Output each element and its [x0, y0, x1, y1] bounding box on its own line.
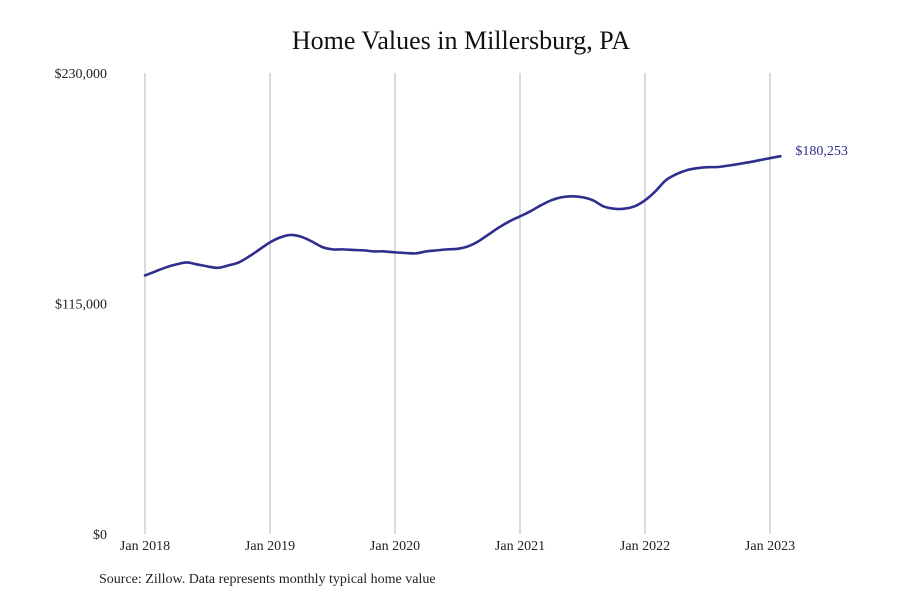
x-tick-label: Jan 2021 [495, 539, 545, 554]
x-tick-label: Jan 2023 [745, 539, 795, 554]
end-value-label: $180,253 [795, 144, 848, 159]
y-tick-label: $0 [93, 528, 107, 543]
chart-title: Home Values in Millersburg, PA [291, 26, 631, 55]
axis-labels: Jan 2018 Jan 2019 Jan 2020 Jan 2021 Jan 2022… [55, 67, 796, 554]
y-tick-label: $230,000 [55, 67, 108, 82]
y-tick-label: $115,000 [55, 298, 107, 313]
x-tick-label: Jan 2022 [620, 539, 670, 554]
source-note: Source: Zillow. Data represents monthly … [99, 572, 436, 587]
series-line [143, 154, 782, 277]
x-tick-label: Jan 2020 [370, 539, 420, 554]
series-layer: $180,253 [143, 144, 848, 277]
x-tick-label: Jan 2018 [120, 539, 170, 554]
x-tick-label: Jan 2019 [245, 539, 295, 554]
gridlines [144, 73, 771, 534]
